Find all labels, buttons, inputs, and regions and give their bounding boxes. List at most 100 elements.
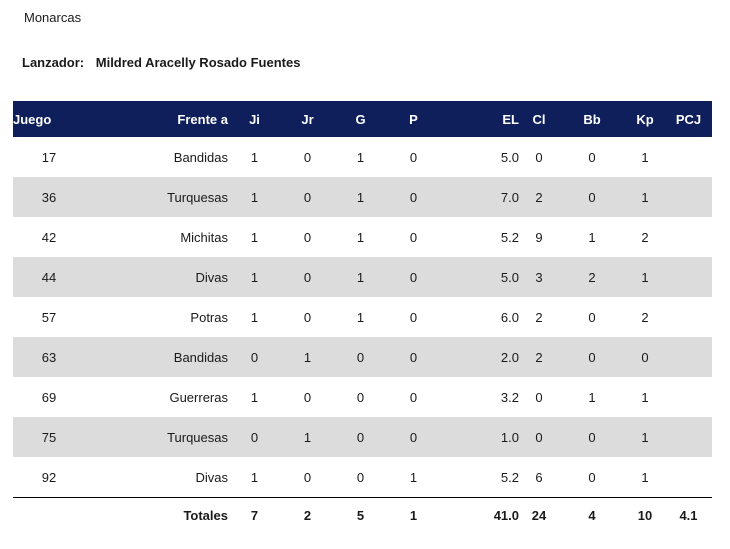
table-cell (665, 457, 712, 498)
table-cell: 1 (625, 177, 665, 217)
table-row: 44 Divas 1 0 1 0 5.0 3 2 1 (13, 257, 712, 297)
table-cell: 57 (41, 309, 57, 325)
column-header: Juego (13, 101, 85, 137)
table-cell: 1 (641, 469, 649, 485)
table-cell: 0 (588, 309, 596, 325)
table-cell (665, 137, 712, 177)
table-cell: Potras (190, 309, 228, 325)
table-cell: 42 (41, 229, 57, 245)
table-cell: 0 (303, 389, 312, 405)
table-cell: Divas (195, 469, 228, 485)
table-cell: 0 (559, 417, 625, 457)
table-cell: 0 (303, 229, 312, 245)
table-cell: 1 (356, 309, 365, 325)
column-header: Frente a (85, 101, 228, 137)
table-cell (665, 337, 712, 377)
table-cell: 0 (228, 417, 281, 457)
table-cell: Divas (85, 257, 228, 297)
table-cell: 1 (334, 177, 387, 217)
table-cell: 0 (559, 337, 625, 377)
table-cell: 0 (228, 337, 281, 377)
totals-cell: 4 (559, 497, 625, 532)
column-header: Kp (625, 101, 665, 137)
table-row: 69 Guerreras 1 0 0 0 3.2 0 1 1 (13, 377, 712, 417)
table-cell: 1 (250, 469, 259, 485)
table-cell: 1 (228, 177, 281, 217)
table-cell: 0 (535, 149, 543, 165)
table-cell: 9 (535, 229, 543, 245)
table-cell: 0 (387, 177, 440, 217)
table-cell (665, 297, 712, 337)
totals-cell: 41.0 (440, 497, 519, 532)
table-cell: 6.0 (500, 309, 519, 325)
table-cell: 0 (281, 257, 334, 297)
table-cell: 1 (281, 417, 334, 457)
table-cell (665, 417, 712, 457)
table-cell: 2 (519, 177, 559, 217)
table-row: 36 Turquesas 1 0 1 0 7.0 2 0 1 (13, 177, 712, 217)
table-cell: 5.2 (500, 229, 519, 245)
totals-cell: 7 (228, 497, 281, 532)
table-cell: 1 (250, 149, 259, 165)
column-header: Cl (519, 101, 559, 137)
table-cell: 0 (588, 149, 596, 165)
table-cell: 1 (409, 469, 418, 485)
table-header-row: Juego Frente a Ji Jr G P EL Cl Bb Kp PCJ (13, 101, 712, 137)
table-cell: 75 (13, 417, 85, 457)
table-cell: 0 (535, 389, 543, 405)
table-cell: 2.0 (440, 337, 519, 377)
column-header: EL (440, 101, 519, 137)
table-cell: 0 (356, 469, 365, 485)
table-cell: 0 (559, 177, 625, 217)
table-cell: 0 (409, 229, 418, 245)
table-row: 75 Turquesas 0 1 0 0 1.0 0 0 1 (13, 417, 712, 457)
table-row: 92 Divas 1 0 0 1 5.2 6 0 1 (13, 457, 712, 498)
table-cell: 0 (588, 469, 596, 485)
table-cell (665, 377, 712, 417)
table-cell: 2 (535, 309, 543, 325)
table-cell: 92 (41, 469, 57, 485)
table-cell: 0 (281, 177, 334, 217)
table-cell: 17 (41, 149, 57, 165)
totals-row: Totales 7 2 5 1 41.0 24 4 10 4.1 (13, 497, 712, 532)
table-cell: 1 (641, 149, 649, 165)
table-cell: 2 (641, 229, 649, 245)
totals-cell: 10 (625, 497, 665, 532)
table-row: 42 Michitas 1 0 1 0 5.2 9 1 2 (13, 217, 712, 257)
table-cell: 1 (250, 309, 259, 325)
pitcher-name: Mildred Aracelly Rosado Fuentes (95, 55, 301, 70)
table-cell: 0 (303, 469, 312, 485)
table-cell: 6 (535, 469, 543, 485)
totals-cell: 4.1 (665, 497, 712, 532)
table-cell: 36 (13, 177, 85, 217)
table-cell: 0 (409, 309, 418, 325)
table-cell: 69 (41, 389, 57, 405)
column-header: Ji (228, 101, 281, 137)
table-cell: 0 (387, 417, 440, 457)
table-cell: 0 (356, 389, 365, 405)
table-cell: 1 (250, 229, 259, 245)
column-header: G (334, 101, 387, 137)
table-cell: Turquesas (85, 177, 228, 217)
table-cell: 1.0 (440, 417, 519, 457)
table-cell: 0 (303, 309, 312, 325)
table-cell: 5.0 (440, 257, 519, 297)
table-cell: 0 (334, 337, 387, 377)
column-header: PCJ (665, 101, 712, 137)
table-cell: 2 (559, 257, 625, 297)
table-cell: 0 (387, 337, 440, 377)
table-cell: 5.2 (500, 469, 519, 485)
table-cell (665, 217, 712, 257)
table-cell (665, 177, 712, 217)
table-cell (665, 257, 712, 297)
table-row: 57 Potras 1 0 1 0 6.0 2 0 2 (13, 297, 712, 337)
table-row: 63 Bandidas 0 1 0 0 2.0 2 0 0 (13, 337, 712, 377)
table-cell: 0 (409, 389, 418, 405)
table-cell: 7.0 (440, 177, 519, 217)
table-cell: 1 (281, 337, 334, 377)
table-cell: 0 (387, 257, 440, 297)
table-cell: 1 (588, 389, 596, 405)
table-cell: 0 (625, 337, 665, 377)
table-cell: 1 (250, 389, 259, 405)
table-cell: 1 (625, 417, 665, 457)
